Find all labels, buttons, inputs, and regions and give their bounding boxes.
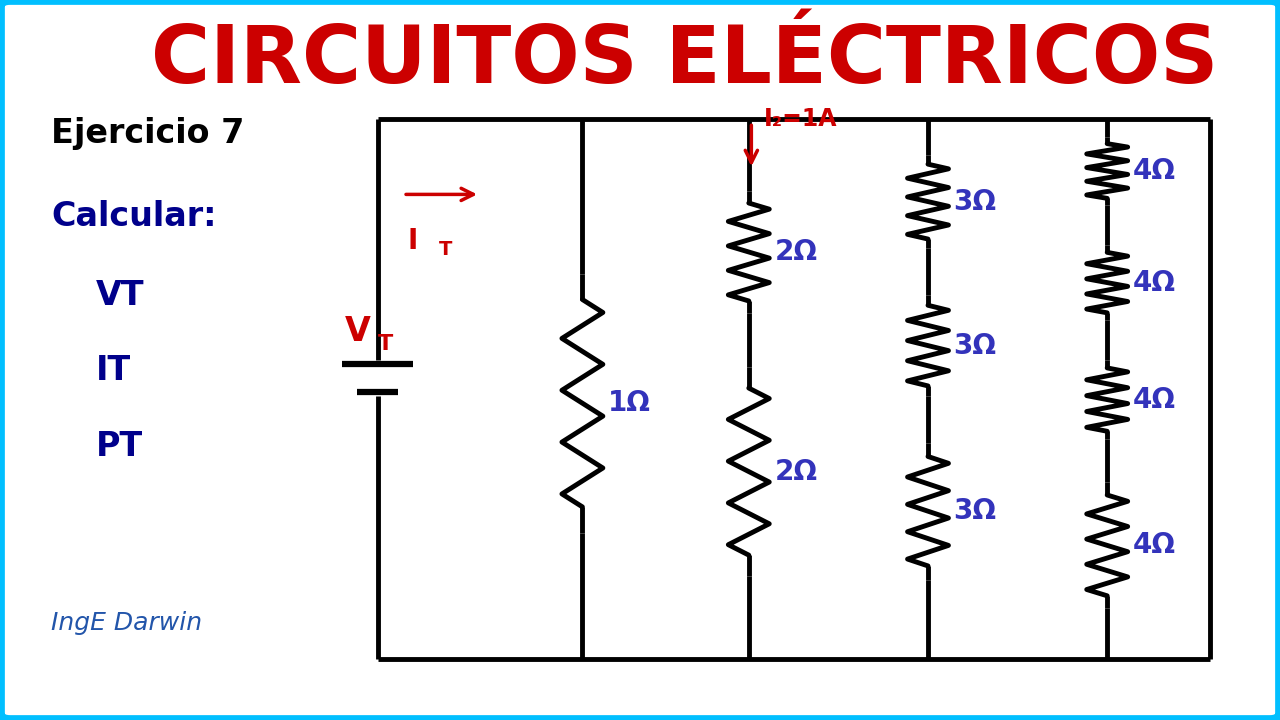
- Text: IngE Darwin: IngE Darwin: [51, 611, 202, 635]
- Text: Ejercicio 7: Ejercicio 7: [51, 117, 244, 150]
- Text: 2Ω: 2Ω: [774, 238, 818, 266]
- Text: IT: IT: [96, 354, 131, 387]
- Text: CIRCUITOS ELÉCTRICOS: CIRCUITOS ELÉCTRICOS: [151, 22, 1219, 100]
- Text: Calcular:: Calcular:: [51, 199, 216, 233]
- Text: 4Ω: 4Ω: [1133, 157, 1176, 185]
- Text: 4Ω: 4Ω: [1133, 386, 1176, 413]
- Text: 3Ω: 3Ω: [954, 498, 997, 525]
- Text: 4Ω: 4Ω: [1133, 269, 1176, 297]
- Text: 4Ω: 4Ω: [1133, 531, 1176, 559]
- Text: 3Ω: 3Ω: [954, 188, 997, 215]
- Text: T: T: [439, 240, 452, 259]
- Text: 1Ω: 1Ω: [608, 390, 650, 417]
- Text: T: T: [378, 334, 393, 354]
- Text: PT: PT: [96, 430, 143, 463]
- Text: V: V: [346, 315, 371, 348]
- Text: I: I: [407, 228, 417, 255]
- Text: I₂=1A: I₂=1A: [764, 107, 837, 131]
- Text: 3Ω: 3Ω: [954, 332, 997, 359]
- Text: VT: VT: [96, 279, 145, 312]
- Text: 2Ω: 2Ω: [774, 458, 818, 485]
